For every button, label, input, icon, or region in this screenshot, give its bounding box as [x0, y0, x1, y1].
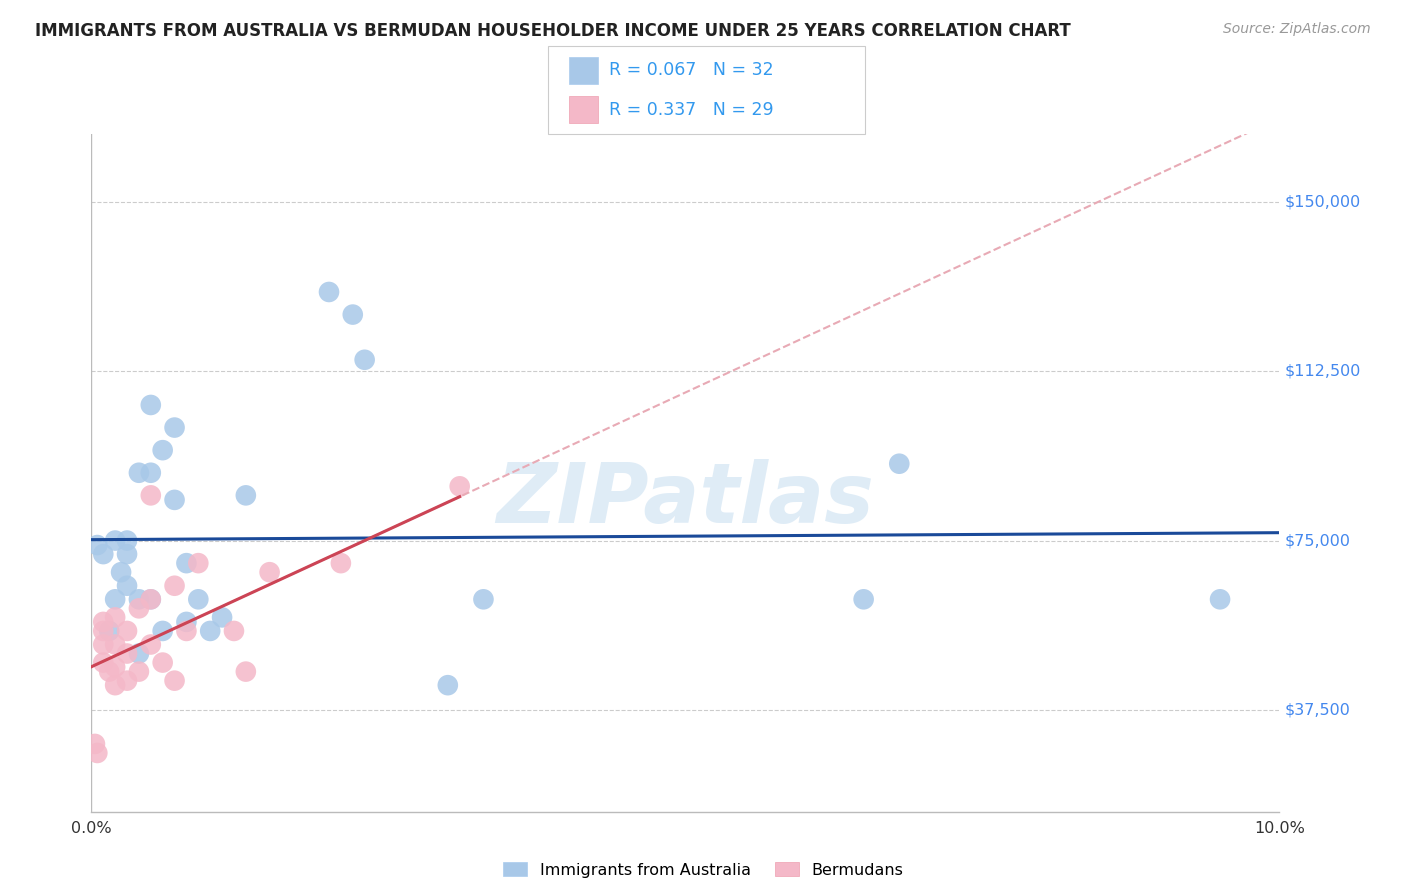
Point: [852, 592, 875, 607]
Point: [128, 647, 150, 661]
Point: [139, 592, 162, 607]
Point: [318, 285, 340, 299]
Point: [259, 565, 281, 579]
Point: [139, 592, 162, 607]
Point: [84, 737, 107, 751]
Point: [98, 624, 121, 638]
Point: [115, 647, 138, 661]
Text: Source: ZipAtlas.com: Source: ZipAtlas.com: [1223, 22, 1371, 37]
Point: [163, 579, 186, 593]
Text: IMMIGRANTS FROM AUSTRALIA VS BERMUDAN HOUSEHOLDER INCOME UNDER 25 YEARS CORRELAT: IMMIGRANTS FROM AUSTRALIA VS BERMUDAN HO…: [35, 22, 1071, 40]
Point: [128, 466, 150, 480]
Point: [115, 533, 138, 548]
Point: [115, 547, 138, 561]
Point: [889, 457, 911, 471]
Point: [86, 538, 108, 552]
Point: [152, 624, 174, 638]
Point: [342, 308, 364, 322]
Point: [235, 665, 257, 679]
Point: [176, 624, 198, 638]
Point: [329, 556, 352, 570]
Point: [86, 746, 108, 760]
Point: [436, 678, 458, 692]
Legend: Immigrants from Australia, Bermudans: Immigrants from Australia, Bermudans: [496, 855, 910, 884]
Point: [1209, 592, 1232, 607]
Point: [104, 533, 127, 548]
Point: [176, 615, 198, 629]
Point: [449, 479, 471, 493]
Point: [91, 547, 114, 561]
Point: [98, 665, 121, 679]
Point: [235, 488, 257, 502]
Text: ZIPatlas: ZIPatlas: [496, 459, 875, 541]
Point: [200, 624, 222, 638]
Point: [222, 624, 245, 638]
Point: [104, 660, 127, 674]
Point: [104, 678, 127, 692]
Text: $37,500: $37,500: [1285, 703, 1351, 717]
Point: [139, 488, 162, 502]
Point: [115, 673, 138, 688]
Point: [139, 398, 162, 412]
Point: [163, 420, 186, 434]
Text: $112,500: $112,500: [1285, 364, 1361, 378]
Point: [163, 673, 186, 688]
Point: [152, 443, 174, 458]
Text: $75,000: $75,000: [1285, 533, 1351, 548]
Point: [91, 656, 114, 670]
Text: $150,000: $150,000: [1285, 194, 1361, 209]
Point: [104, 592, 127, 607]
Point: [211, 610, 233, 624]
Text: R = 0.337   N = 29: R = 0.337 N = 29: [609, 101, 773, 119]
Point: [353, 352, 375, 367]
Point: [128, 601, 150, 615]
Point: [176, 556, 198, 570]
Point: [115, 624, 138, 638]
Point: [128, 592, 150, 607]
Point: [152, 656, 174, 670]
Point: [115, 579, 138, 593]
Point: [187, 556, 209, 570]
Text: R = 0.067   N = 32: R = 0.067 N = 32: [609, 62, 773, 79]
Point: [128, 665, 150, 679]
Point: [104, 610, 127, 624]
Point: [91, 615, 114, 629]
Point: [139, 638, 162, 652]
Point: [104, 638, 127, 652]
Point: [139, 466, 162, 480]
Point: [91, 624, 114, 638]
Point: [163, 492, 186, 507]
Point: [110, 565, 132, 579]
Point: [187, 592, 209, 607]
Point: [472, 592, 495, 607]
Point: [91, 638, 114, 652]
